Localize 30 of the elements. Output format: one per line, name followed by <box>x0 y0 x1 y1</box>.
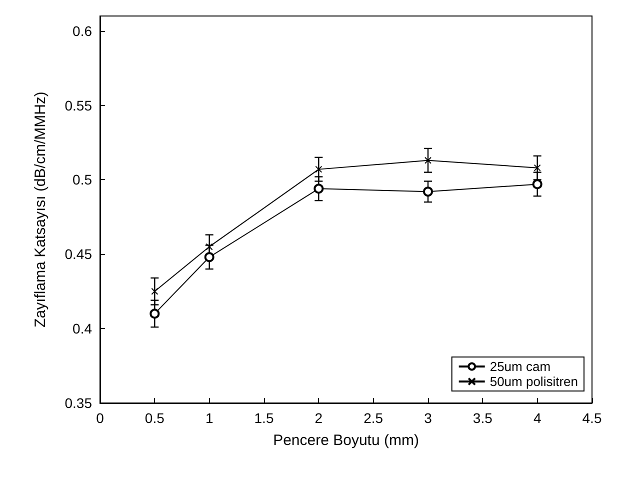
point <box>204 252 214 262</box>
y-tick-label: 0.6 <box>72 22 92 39</box>
x-tick-label: 3.5 <box>472 410 493 426</box>
point <box>534 164 541 172</box>
point <box>423 186 433 197</box>
x-tick-label: 1.5 <box>254 410 274 426</box>
x-tick-label: 4 <box>533 410 542 426</box>
x-tick-label: 0.5 <box>144 410 165 426</box>
point <box>150 308 160 319</box>
x-tick-label: 2.5 <box>364 410 384 426</box>
x-tick-label: 4.5 <box>582 410 602 426</box>
y-tick-label: 0.45 <box>64 246 92 262</box>
y-tick-label: 0.4 <box>72 320 92 337</box>
point <box>532 179 542 190</box>
x-tick-label: 3 <box>424 410 432 426</box>
y-tick-label: 0.55 <box>64 97 92 114</box>
point <box>314 184 324 194</box>
x-tick-label: 0 <box>96 410 104 426</box>
x-tick-label: 1 <box>205 410 214 426</box>
point <box>206 243 213 250</box>
point <box>315 166 322 173</box>
legend-label: 50um polisitren <box>490 374 578 389</box>
y-tick-label: 0.35 <box>64 395 92 411</box>
x-tick-label: 2 <box>314 410 323 426</box>
legend-label: 25um cam <box>490 359 551 374</box>
y-axis-title: Zayıflama Katsayısı (dB/cm/MMHz) <box>32 92 49 328</box>
point <box>424 156 432 164</box>
x-axis-title: Pencere Boyutu (mm) <box>273 432 419 449</box>
point <box>151 288 158 295</box>
y-tick-label: 0.5 <box>72 172 92 188</box>
